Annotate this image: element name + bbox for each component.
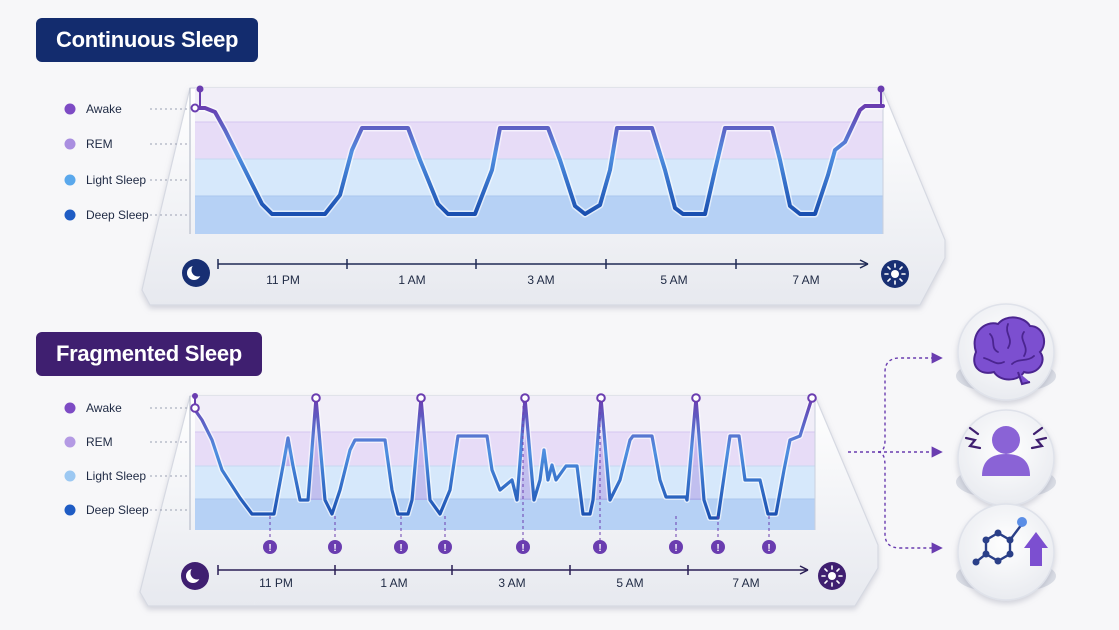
alert-icon: ! [762, 540, 776, 554]
fragmented-tick-7am: 7 AM [732, 576, 759, 590]
continuous-tick-3am: 3 AM [527, 273, 554, 287]
hormone-effect [956, 503, 1056, 601]
wake-peak-marker [416, 393, 426, 403]
alert-icon: ! [669, 540, 683, 554]
continuous-tick-11pm: 11 PM [266, 273, 300, 287]
legend-light-label: Light Sleep [86, 173, 146, 187]
fragmented-panel: Awake REM Light Sleep Deep Sleep [64, 393, 879, 607]
svg-text:!: ! [268, 543, 271, 554]
svg-text:!: ! [333, 543, 336, 554]
fragmented-tick-11pm: 11 PM [259, 576, 293, 590]
alert-icon: ! [438, 540, 452, 554]
legend-awake-label: Awake [86, 401, 122, 415]
svg-text:!: ! [399, 543, 402, 554]
continuous-end-marker [877, 85, 885, 93]
svg-text:!: ! [443, 543, 446, 554]
alert-icon: ! [394, 540, 408, 554]
continuous-tick-1am: 1 AM [398, 273, 425, 287]
continuous-tick-7am: 7 AM [792, 273, 819, 287]
alert-icon: ! [516, 540, 530, 554]
legend-deep-label: Deep Sleep [86, 208, 149, 222]
legend-deep-dot [64, 209, 76, 221]
alert-icon: ! [263, 540, 277, 554]
svg-text:!: ! [716, 543, 719, 554]
alert-icon: ! [328, 540, 342, 554]
continuous-sleep-title: Continuous Sleep [36, 18, 259, 62]
continuous-panel: Awake REM Light Sleep Deep Sleep [64, 85, 946, 306]
moon-icon [181, 562, 209, 590]
wake-peak-marker [596, 393, 606, 403]
sun-icon [818, 562, 846, 590]
legend-light-dot [64, 470, 76, 482]
legend-awake-dot [64, 103, 76, 115]
awakening-markers: ! ! ! ! ! ! ! [263, 400, 776, 554]
svg-text:!: ! [767, 543, 770, 554]
fragmented-sleep-title: Fragmented Sleep [36, 332, 262, 376]
alert-icon: ! [593, 540, 607, 554]
wake-peak-marker [520, 393, 530, 403]
stressed-person-icon [964, 426, 1048, 476]
fragmented-sleep-line [193, 396, 814, 520]
legend-awake-label: Awake [86, 102, 122, 116]
continuous-time-axis: 11 PM 1 AM 3 AM 5 AM 7 AM [217, 259, 869, 287]
fragmented-tick-3am: 3 AM [498, 576, 525, 590]
fragmented-tick-1am: 1 AM [380, 576, 407, 590]
legend-light-dot [64, 174, 76, 186]
continuous-tick-5am: 5 AM [660, 273, 687, 287]
stress-effect [956, 409, 1056, 507]
legend-deep-dot [64, 504, 76, 516]
continuous-start-marker [196, 85, 204, 93]
fragmented-legend: Awake REM Light Sleep Deep Sleep [64, 401, 190, 517]
legend-rem-label: REM [86, 435, 113, 449]
brain-effect [956, 303, 1056, 401]
wake-peak-marker [311, 393, 321, 403]
alert-icon: ! [711, 540, 725, 554]
sun-icon [881, 260, 909, 288]
wake-peak-marker [807, 393, 817, 403]
svg-text:!: ! [598, 543, 601, 554]
legend-light-label: Light Sleep [86, 469, 146, 483]
brain-icon [973, 316, 1046, 386]
legend-rem-dot [64, 436, 76, 448]
continuous-legend: Awake REM Light Sleep Deep Sleep [64, 102, 190, 222]
fragmented-hypnogram [190, 393, 817, 521]
fragmented-time-axis: 11 PM 1 AM 3 AM 5 AM 7 AM [217, 565, 809, 590]
fragmented-tick-5am: 5 AM [616, 576, 643, 590]
consequence-arrows [848, 352, 943, 554]
continuous-band-awake [195, 88, 883, 122]
continuous-band-light [195, 159, 883, 196]
legend-rem-dot [64, 138, 76, 150]
legend-awake-dot [64, 402, 76, 414]
legend-rem-label: REM [86, 137, 113, 151]
wake-peak-marker [190, 403, 200, 413]
moon-icon [182, 259, 210, 287]
legend-deep-label: Deep Sleep [86, 503, 149, 517]
svg-text:!: ! [674, 543, 677, 554]
molecule-up-icon [972, 517, 1048, 566]
continuous-sleep-line [193, 104, 885, 216]
continuous-hypnogram [190, 85, 885, 218]
fragmented-band-rem [195, 432, 815, 466]
svg-text:!: ! [521, 543, 524, 554]
wake-peak-marker [691, 393, 701, 403]
fragmented-band-awake [195, 396, 815, 432]
